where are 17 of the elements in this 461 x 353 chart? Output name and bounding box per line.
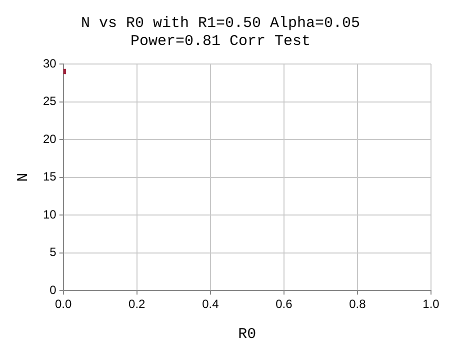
y-tick-label: 10: [42, 207, 57, 222]
y-tick-label: 30: [42, 56, 57, 70]
y-axis-title: N: [14, 172, 32, 182]
y-tick-label: 15: [42, 170, 57, 184]
x-tick-label: 0.8: [349, 297, 366, 312]
x-tick-label: 0.4: [202, 297, 220, 312]
y-tick-label: 5: [50, 245, 57, 260]
chart-title: N vs R0 with R1=0.50 Alpha=0.05: [80, 14, 360, 32]
x-tick-label: 0.2: [128, 297, 146, 312]
y-tick-label: 20: [42, 132, 57, 146]
y-tick-label: 25: [42, 94, 57, 108]
x-tick-label: 1.0: [422, 297, 440, 312]
x-tick-label: 0.0: [55, 297, 72, 312]
chart-subtitle: Power=0.81 Corr Test: [130, 32, 311, 50]
x-axis-title: R0: [238, 326, 256, 343]
x-tick-label: 0.6: [276, 297, 293, 312]
y-tick-label: 0: [50, 282, 57, 297]
